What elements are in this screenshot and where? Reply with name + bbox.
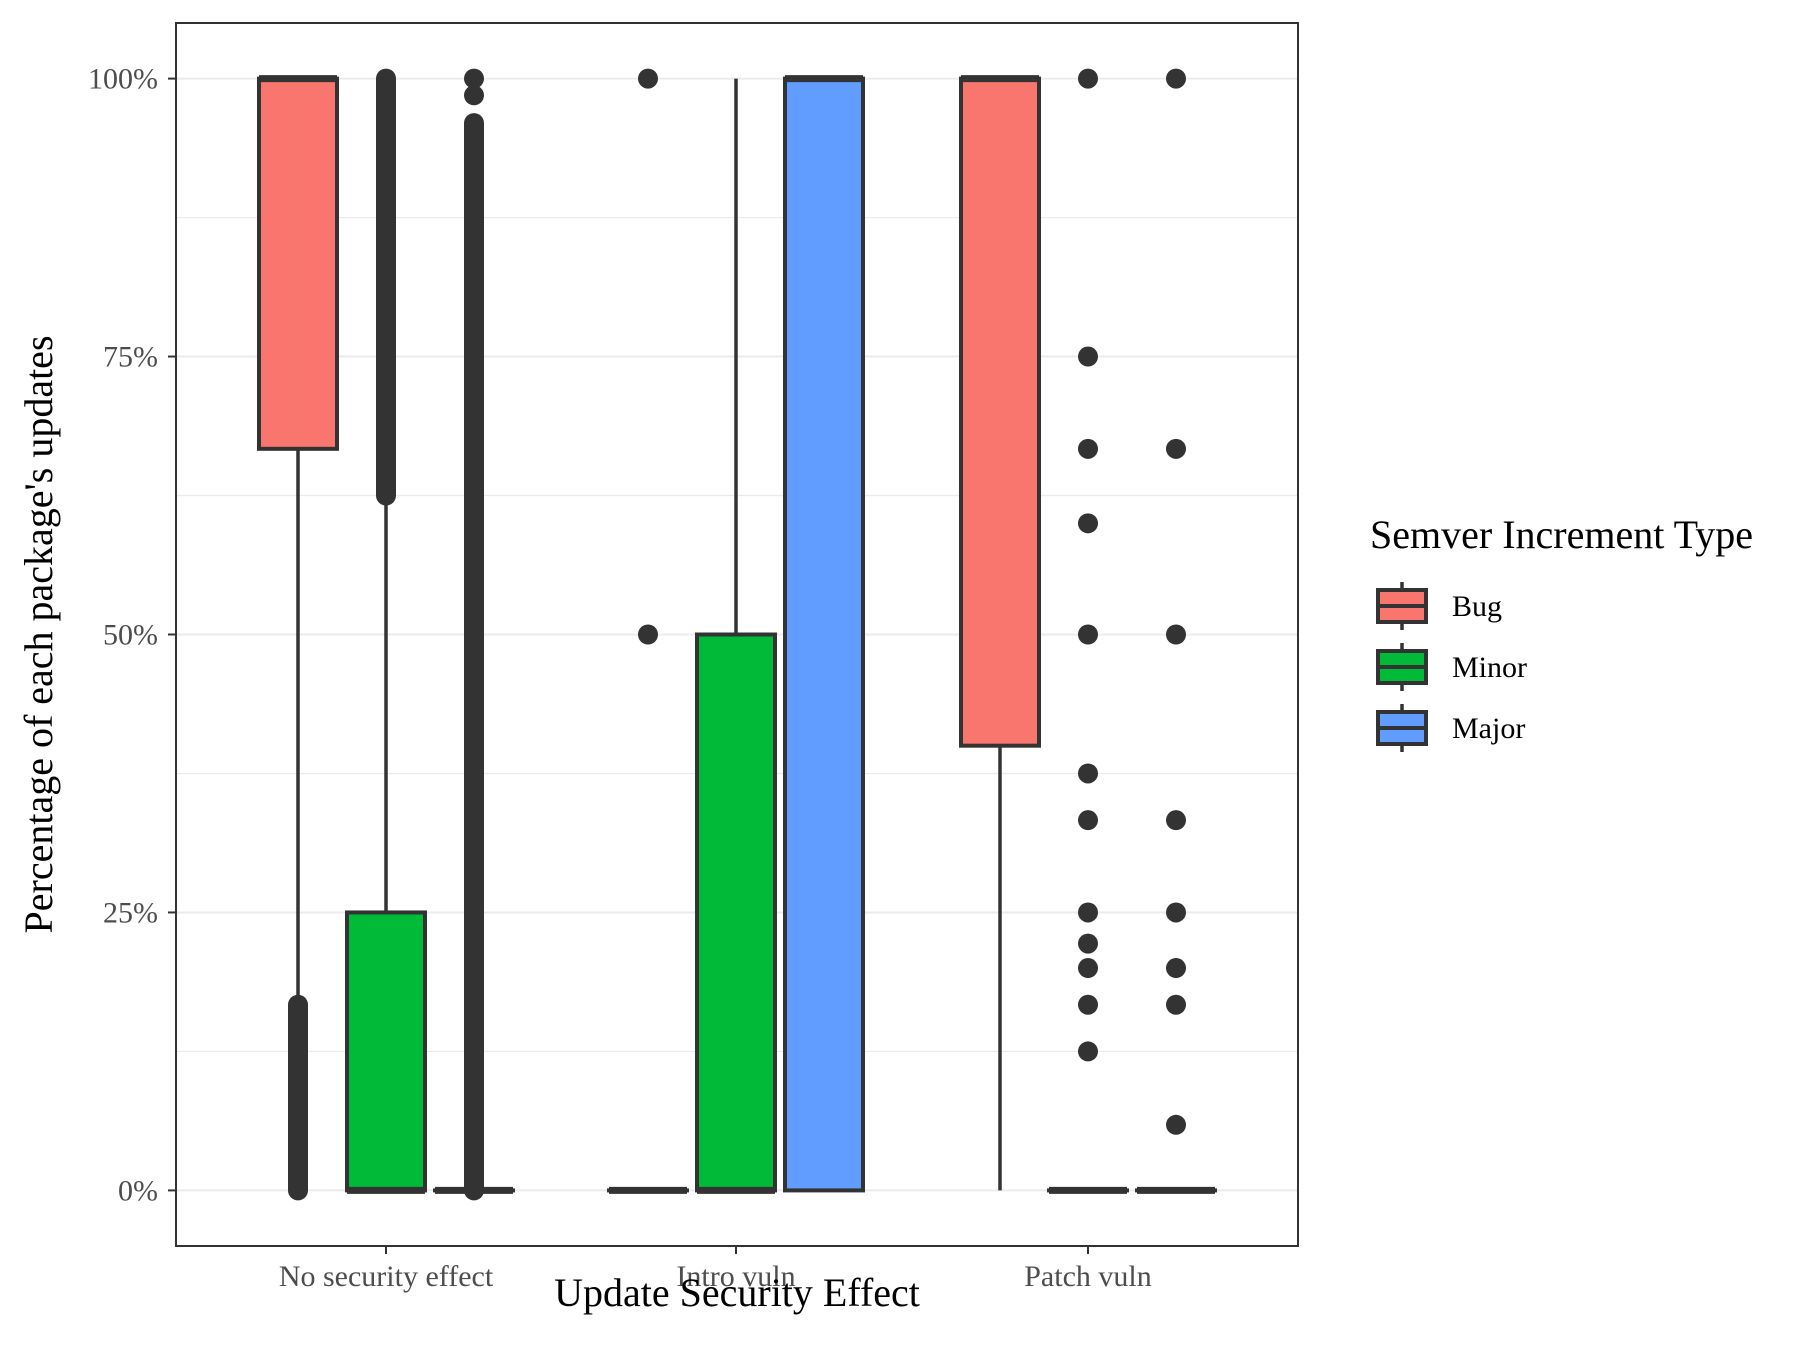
y-tick-label: 25% (103, 896, 158, 929)
outlier-point (1078, 346, 1098, 367)
outlier-point (1078, 933, 1098, 954)
y-axis-title: Percentage of each package's updates (16, 335, 61, 933)
outlier-point (1078, 994, 1098, 1015)
x-tick-label: Patch vuln (1024, 1260, 1152, 1293)
box-bug-1 (607, 68, 689, 1194)
x-tick-label: No security effect (279, 1260, 494, 1293)
outlier-point (464, 85, 484, 106)
box-bug-2 (959, 75, 1041, 1191)
outlier-point (1078, 438, 1098, 459)
y-tick-label: 100% (88, 63, 158, 96)
outlier-point (1166, 624, 1186, 645)
box-major-1 (783, 75, 865, 1193)
box-minor-0 (345, 68, 427, 1194)
legend-item-minor: Minor (1376, 643, 1527, 691)
legend-label: Minor (1452, 651, 1527, 684)
x-axis-title: Update Security Effect (554, 1270, 920, 1315)
box-major-0 (433, 68, 515, 1201)
legend-title: Semver Increment Type (1370, 512, 1753, 557)
y-tick-label: 0% (118, 1174, 158, 1207)
outlier-point (1166, 1114, 1186, 1135)
outlier-point (1166, 994, 1186, 1015)
outlier-point (1078, 513, 1098, 534)
box-major-2 (1135, 68, 1217, 1194)
outlier-point (1078, 958, 1098, 979)
outlier-point (1078, 763, 1098, 784)
box (345, 910, 427, 1193)
outlier-point (1166, 810, 1186, 831)
box-minor-2 (1047, 68, 1129, 1194)
outlier-point (1166, 958, 1186, 979)
legend-label: Major (1452, 712, 1525, 745)
outlier-point (638, 624, 658, 645)
legend-label: Bug (1452, 590, 1502, 623)
legend-item-bug: Bug (1376, 582, 1502, 630)
box (783, 76, 865, 1193)
box (959, 76, 1041, 748)
y-tick-label: 75% (103, 341, 158, 374)
outlier-point (1166, 438, 1186, 459)
outlier-point (1166, 902, 1186, 923)
outlier-point (1078, 902, 1098, 923)
outlier-point (1078, 810, 1098, 831)
box (257, 76, 339, 451)
box (695, 632, 777, 1193)
x-tick-label: Intro vuln (676, 1260, 795, 1293)
outlier-point (1078, 68, 1098, 89)
box-bug-0 (257, 75, 339, 1201)
outlier-point (1166, 68, 1186, 89)
legend-item-major: Major (1376, 704, 1525, 752)
box-minor-1 (695, 78, 777, 1194)
outlier-point (464, 68, 484, 89)
outlier-point (638, 68, 658, 89)
outlier-point (1078, 624, 1098, 645)
y-tick-label: 50% (103, 619, 158, 652)
outlier-point (1078, 1041, 1098, 1062)
